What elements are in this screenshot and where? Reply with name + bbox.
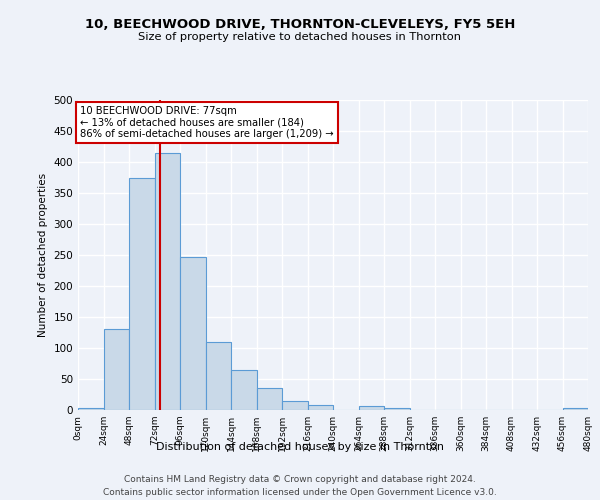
- Text: Distribution of detached houses by size in Thornton: Distribution of detached houses by size …: [156, 442, 444, 452]
- Bar: [129, 178, 155, 410]
- Bar: [104, 330, 129, 410]
- Bar: [257, 388, 282, 410]
- Bar: [384, 408, 409, 410]
- Text: Contains HM Land Registry data © Crown copyright and database right 2024.: Contains HM Land Registry data © Crown c…: [124, 476, 476, 484]
- Text: 10, BEECHWOOD DRIVE, THORNTON-CLEVELEYS, FY5 5EH: 10, BEECHWOOD DRIVE, THORNTON-CLEVELEYS,…: [85, 18, 515, 30]
- Bar: [359, 406, 384, 410]
- Y-axis label: Number of detached properties: Number of detached properties: [38, 173, 48, 337]
- Text: Contains public sector information licensed under the Open Government Licence v3: Contains public sector information licen…: [103, 488, 497, 497]
- Bar: [155, 152, 180, 410]
- Text: 10 BEECHWOOD DRIVE: 77sqm
← 13% of detached houses are smaller (184)
86% of semi: 10 BEECHWOOD DRIVE: 77sqm ← 13% of detac…: [80, 106, 334, 140]
- Bar: [205, 342, 231, 410]
- Bar: [180, 258, 205, 410]
- Bar: [282, 402, 308, 410]
- Bar: [78, 408, 104, 410]
- Text: Size of property relative to detached houses in Thornton: Size of property relative to detached ho…: [139, 32, 461, 42]
- Bar: [308, 405, 333, 410]
- Bar: [563, 408, 588, 410]
- Bar: [231, 370, 257, 410]
